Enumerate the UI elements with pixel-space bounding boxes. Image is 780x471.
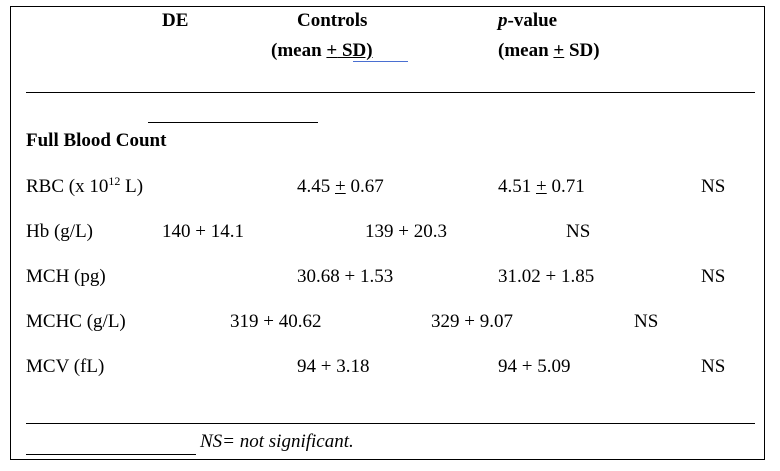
cell-hb-pvalue: NS [566, 221, 591, 242]
bottom-rule [26, 423, 755, 424]
footnote-text: NS= not significant. [200, 431, 354, 452]
cell-hb-de: 140 + 14.1 [162, 221, 244, 242]
cell-rbc-de: 4.45 + 0.67 [297, 176, 384, 197]
row-label-hb: Hb (g/L) [26, 221, 94, 242]
cell-mch-pvalue: NS [701, 266, 726, 287]
header-pvalue-sub: (mean + SD) [498, 40, 600, 61]
cell-hb-controls: 139 + 20.3 [365, 221, 447, 242]
cell-mch-controls: 31.02 + 1.85 [498, 266, 595, 287]
footnote-rule [26, 454, 196, 455]
cell-mchc-controls: 329 + 9.07 [431, 311, 513, 332]
row-label-rbc: RBC (x 1012 L) [26, 174, 144, 197]
short-rule [148, 122, 318, 123]
cell-mchc-pvalue: NS [634, 311, 659, 332]
cell-mcv-controls: 94 + 5.09 [498, 356, 571, 377]
header-pvalue: p-value [498, 10, 558, 31]
cell-mcv-de: 94 + 3.18 [297, 356, 370, 377]
row-label-mch: MCH (pg) [26, 266, 106, 287]
table-frame [10, 6, 765, 460]
header-controls: Controls [297, 10, 368, 31]
cell-mchc-de: 319 + 40.62 [230, 311, 322, 332]
cell-mcv-pvalue: NS [701, 356, 726, 377]
spellcheck-underline [353, 61, 408, 62]
cell-rbc-pvalue: NS [701, 176, 726, 197]
header-rule [26, 92, 755, 93]
row-label-mchc: MCHC (g/L) [26, 311, 126, 332]
row-label-mcv: MCV (fL) [26, 356, 105, 377]
section-title: Full Blood Count [26, 130, 167, 151]
header-de: DE [162, 10, 189, 31]
header-controls-sub: (mean + SD) [271, 40, 373, 61]
cell-mch-de: 30.68 + 1.53 [297, 266, 394, 287]
cell-rbc-controls: 4.51 + 0.71 [498, 176, 585, 197]
